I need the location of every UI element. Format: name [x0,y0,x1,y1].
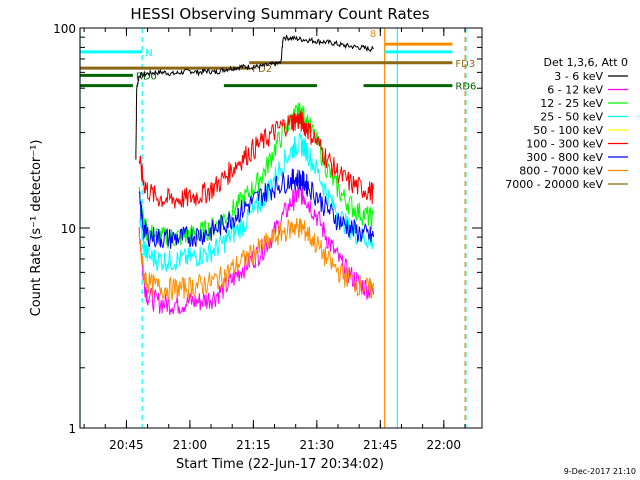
flag-label: N [145,48,152,59]
series-line [138,217,374,301]
x-tick-label: 22:00 [426,438,461,452]
series-line [135,34,374,160]
legend-title: Det 1,3,6, Att 0 [544,56,628,69]
legend-label: 50 - 100 keV [533,124,603,137]
legend-label: 3 - 6 keV [554,70,603,83]
y-tick-label: 10 [61,222,76,236]
annotation-label: 8 [370,29,376,40]
y-tick-label: 100 [53,22,76,36]
legend-label: 300 - 800 keV [526,151,603,164]
flag-bars: N FD2 FD3 RD0 RD6 [80,42,476,93]
series-lines [135,34,374,316]
y-axis-label: Count Rate (s⁻¹ detector⁻¹) [29,140,44,317]
x-tick-label: 21:30 [300,438,335,452]
footer-timestamp: 9-Dec-2017 21:10 [564,467,636,476]
x-tick-label: 21:00 [173,438,208,452]
x-tick-label: 21:15 [236,438,271,452]
x-tick-label: 21:45 [363,438,398,452]
legend-label: 100 - 300 keV [526,138,603,151]
x-axis: 20:45 21:00 21:15 21:30 21:45 22:00 [83,28,466,452]
legend-label: 800 - 7000 keV [519,165,603,178]
series-line [138,110,374,209]
legend-label: 25 - 50 keV [540,111,603,124]
y-axis: 1 10 100 [53,22,482,436]
flag-label: RD0 [136,71,157,82]
legend-label: 7000 - 20000 keV [505,178,603,191]
flag-label: RD6 [455,82,476,93]
series-line [138,168,374,249]
annotations: 8 [370,29,376,40]
series-line [138,184,374,316]
chart-title: HESSI Observing Summary Count Rates [130,5,429,23]
flag-label: FD2 [252,64,272,75]
x-axis-label: Start Time (22-Jun-17 20:34:02) [176,457,384,472]
x-tick-label: 20:45 [109,438,144,452]
legend-label: 6 - 12 keV [547,84,603,97]
flag-label: FD3 [455,59,475,70]
legend-label: 12 - 25 keV [540,97,603,110]
y-tick-label: 1 [68,422,76,436]
